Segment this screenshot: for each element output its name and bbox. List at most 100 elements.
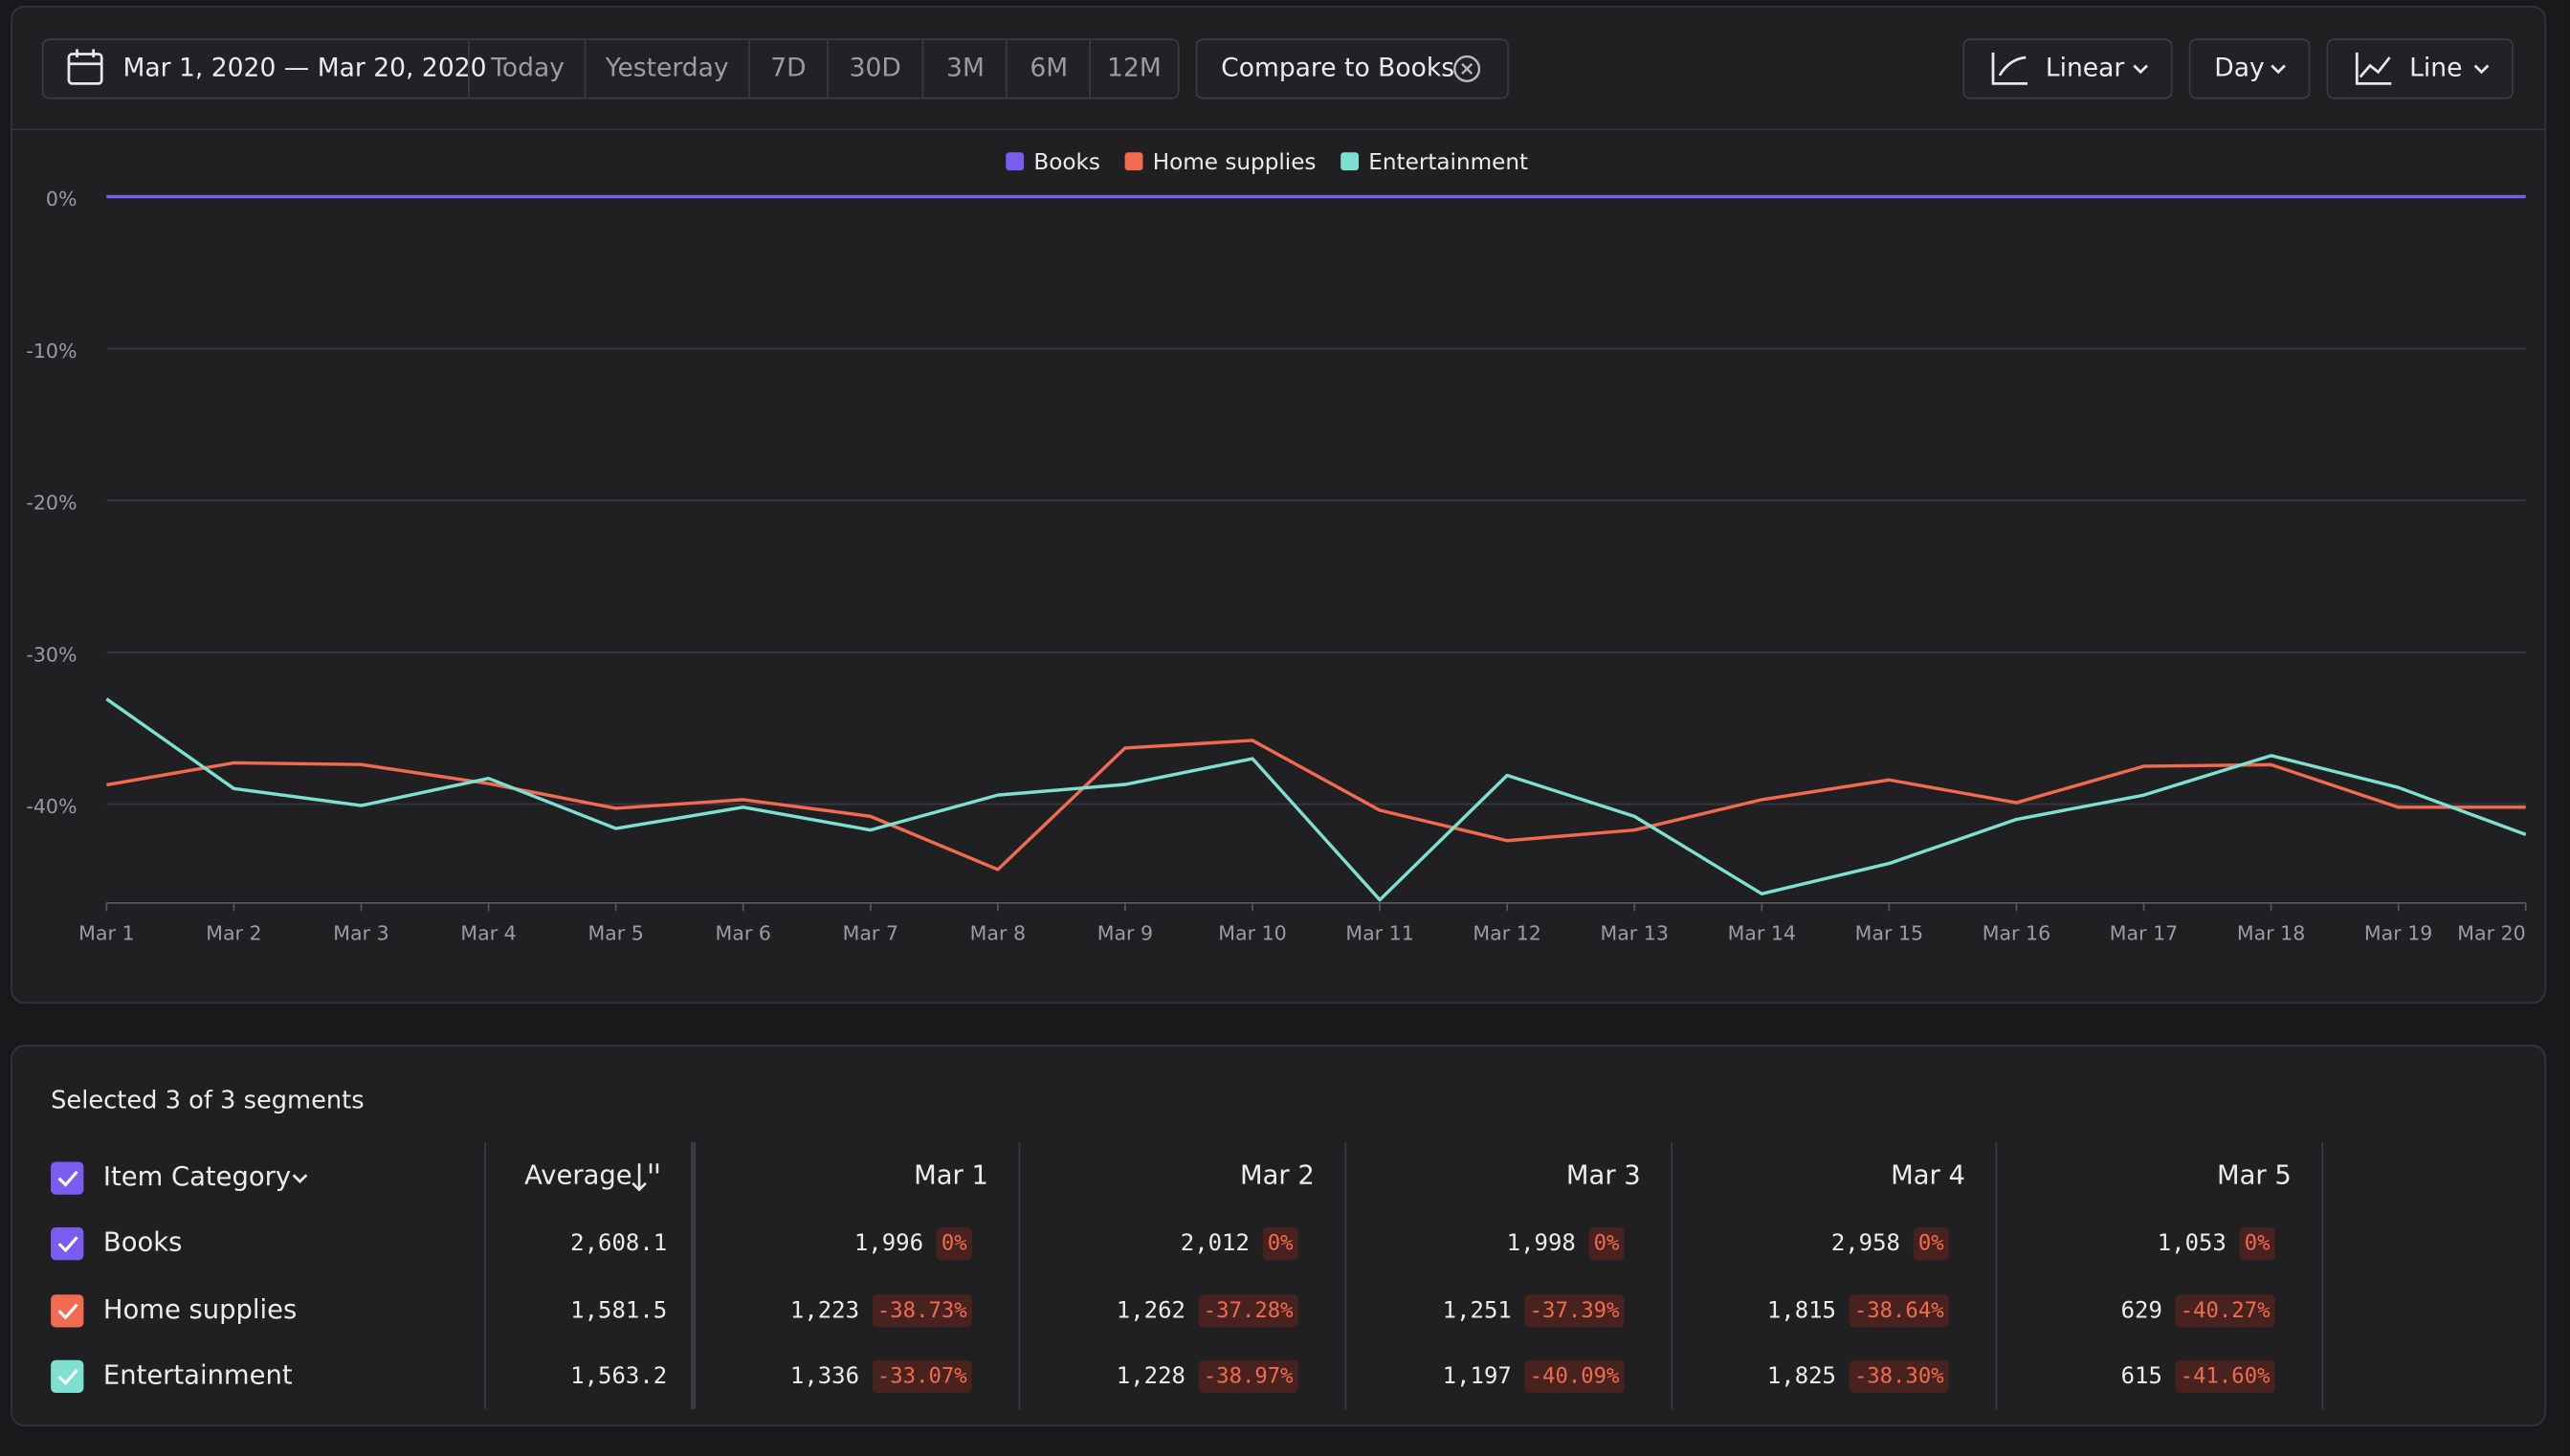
cell-value: 1,053 [2158, 1229, 2227, 1256]
preset-button[interactable]: 6M [1030, 53, 1068, 82]
chevron [292, 1174, 308, 1184]
average-value: 2,608.1 [570, 1229, 667, 1256]
cell-value: 629 [2121, 1296, 2162, 1323]
preset-button[interactable]: 12M [1107, 53, 1162, 82]
cell-value: 1,825 [1767, 1362, 1836, 1389]
x-tick-label: Mar 9 [1097, 921, 1153, 944]
series-line [105, 697, 2527, 902]
checkbox[interactable] [51, 1227, 84, 1261]
x-tick-label: Mar 10 [1218, 921, 1286, 944]
x-tick-label: Mar 13 [1601, 921, 1669, 944]
y-tick-label: 0% [46, 188, 78, 210]
cell-value: 1,197 [1443, 1362, 1512, 1389]
x-tick-label: Mar 19 [2364, 921, 2432, 944]
delta-badge [1588, 1227, 1625, 1261]
clear-compare-icon[interactable] [1453, 55, 1481, 82]
cell-value: 1,815 [1767, 1296, 1836, 1323]
y-tick-label: -20% [26, 492, 77, 515]
delta-badge [936, 1227, 972, 1261]
preset-button[interactable]: 3M [946, 53, 985, 82]
delta-badge [1524, 1359, 1625, 1394]
y-tick-label: -10% [26, 340, 77, 363]
chevron [2271, 64, 2286, 75]
table: Item Category Average Mar 1 Mar 2 Mar 3 Mar 4… [51, 1141, 2324, 1410]
checkmark [57, 1369, 78, 1386]
delta-badge [1524, 1294, 1625, 1328]
delta-value: -33.07% [877, 1363, 967, 1388]
x-tick-label: Mar 1 [78, 921, 134, 944]
delta-value: -38.73% [877, 1298, 967, 1323]
preset-button[interactable]: 7D [770, 53, 806, 82]
chart: 0% -10% -20% -30% -40% Mar 1 Mar 2 Mar 3 Mar 4 Ma… [26, 150, 2527, 944]
delta-badge [1198, 1294, 1298, 1328]
y-tick-label: -30% [26, 643, 77, 666]
legend-swatch [1340, 152, 1360, 171]
delta-badge [1849, 1359, 1949, 1394]
x-tick-label: Mar 3 [333, 921, 388, 944]
row-label: Home supplies [103, 1295, 297, 1325]
delta-badge [1849, 1294, 1949, 1328]
cell-value: 1,251 [1443, 1296, 1512, 1323]
preset-button[interactable]: 30D [850, 53, 901, 82]
delta-value: -40.27% [2181, 1298, 2271, 1323]
scale-icon [1991, 52, 2027, 85]
delta-badge [2175, 1359, 2275, 1394]
delta-value: -37.39% [1530, 1298, 1620, 1323]
legend-swatch [1006, 152, 1025, 171]
delta-value: 0% [1268, 1231, 1294, 1256]
x-tick-label: Mar 6 [716, 921, 771, 944]
selection-summary: Selected 3 of 3 segments [51, 1087, 365, 1115]
delta-badge [1262, 1227, 1298, 1261]
x-tick-label: Mar 15 [1855, 921, 1923, 944]
checkmark [57, 1236, 78, 1253]
preset-button[interactable]: Yesterday [605, 53, 729, 82]
cell-value: 1,228 [1117, 1362, 1185, 1389]
delta-value: -41.60% [2181, 1363, 2271, 1388]
cell-value: 1,223 [790, 1296, 859, 1323]
compare-label[interactable]: Compare to Books [1221, 53, 1454, 82]
interval-label[interactable]: Day [2214, 53, 2264, 82]
column-header: Mar 4 [1891, 1160, 1965, 1190]
x-tick-label: Mar 20 [2457, 921, 2525, 944]
delta-value: 0% [1918, 1231, 1944, 1256]
legend-label: Books [1033, 150, 1100, 175]
row-label: Books [103, 1228, 182, 1258]
delta-value: 0% [2245, 1231, 2271, 1256]
preset-button[interactable]: Today [490, 53, 565, 82]
cell-value: 2,958 [1831, 1229, 1900, 1256]
cell-value: 1,336 [790, 1362, 859, 1389]
date-group[interactable] [41, 38, 1180, 99]
date-range[interactable]: Mar 1, 2020 — Mar 20, 2020 [122, 53, 486, 82]
delta-value: 0% [942, 1231, 967, 1256]
delta-badge [872, 1294, 972, 1328]
x-tick-label: Mar 16 [1983, 921, 2050, 944]
legend-label: Entertainment [1368, 150, 1528, 175]
chart-style-icon [2355, 52, 2392, 85]
checkbox[interactable] [51, 1161, 84, 1195]
checkmark [57, 1303, 78, 1320]
calendar-icon [67, 49, 103, 85]
delta-value: -37.28% [1204, 1298, 1294, 1323]
group-label[interactable]: Item Category [103, 1162, 291, 1192]
chevron [2133, 64, 2149, 75]
chart-style-label[interactable]: Line [2409, 53, 2462, 82]
legend: Books Home supplies Entertainment [1006, 150, 1528, 175]
delta-value: -40.09% [1530, 1363, 1620, 1388]
x-tick-label: Mar 2 [206, 921, 261, 944]
checkbox[interactable] [51, 1294, 84, 1328]
delta-value: -38.64% [1854, 1298, 1944, 1323]
x-tick-label: Mar 4 [460, 921, 516, 944]
column-header: Mar 1 [914, 1160, 988, 1190]
column-header[interactable]: Average [524, 1160, 631, 1190]
cell-value: 615 [2121, 1362, 2162, 1389]
chart-panel [11, 5, 2547, 1004]
interval-button[interactable] [2188, 38, 2311, 99]
checkbox[interactable] [51, 1359, 84, 1394]
delta-badge [872, 1359, 972, 1394]
scale-label[interactable]: Linear [2046, 53, 2125, 82]
cell-value: 1,996 [854, 1229, 923, 1256]
compare-button[interactable] [1195, 38, 1509, 99]
column-header: Mar 5 [2217, 1160, 2292, 1190]
x-tick-label: Mar 12 [1473, 921, 1540, 944]
